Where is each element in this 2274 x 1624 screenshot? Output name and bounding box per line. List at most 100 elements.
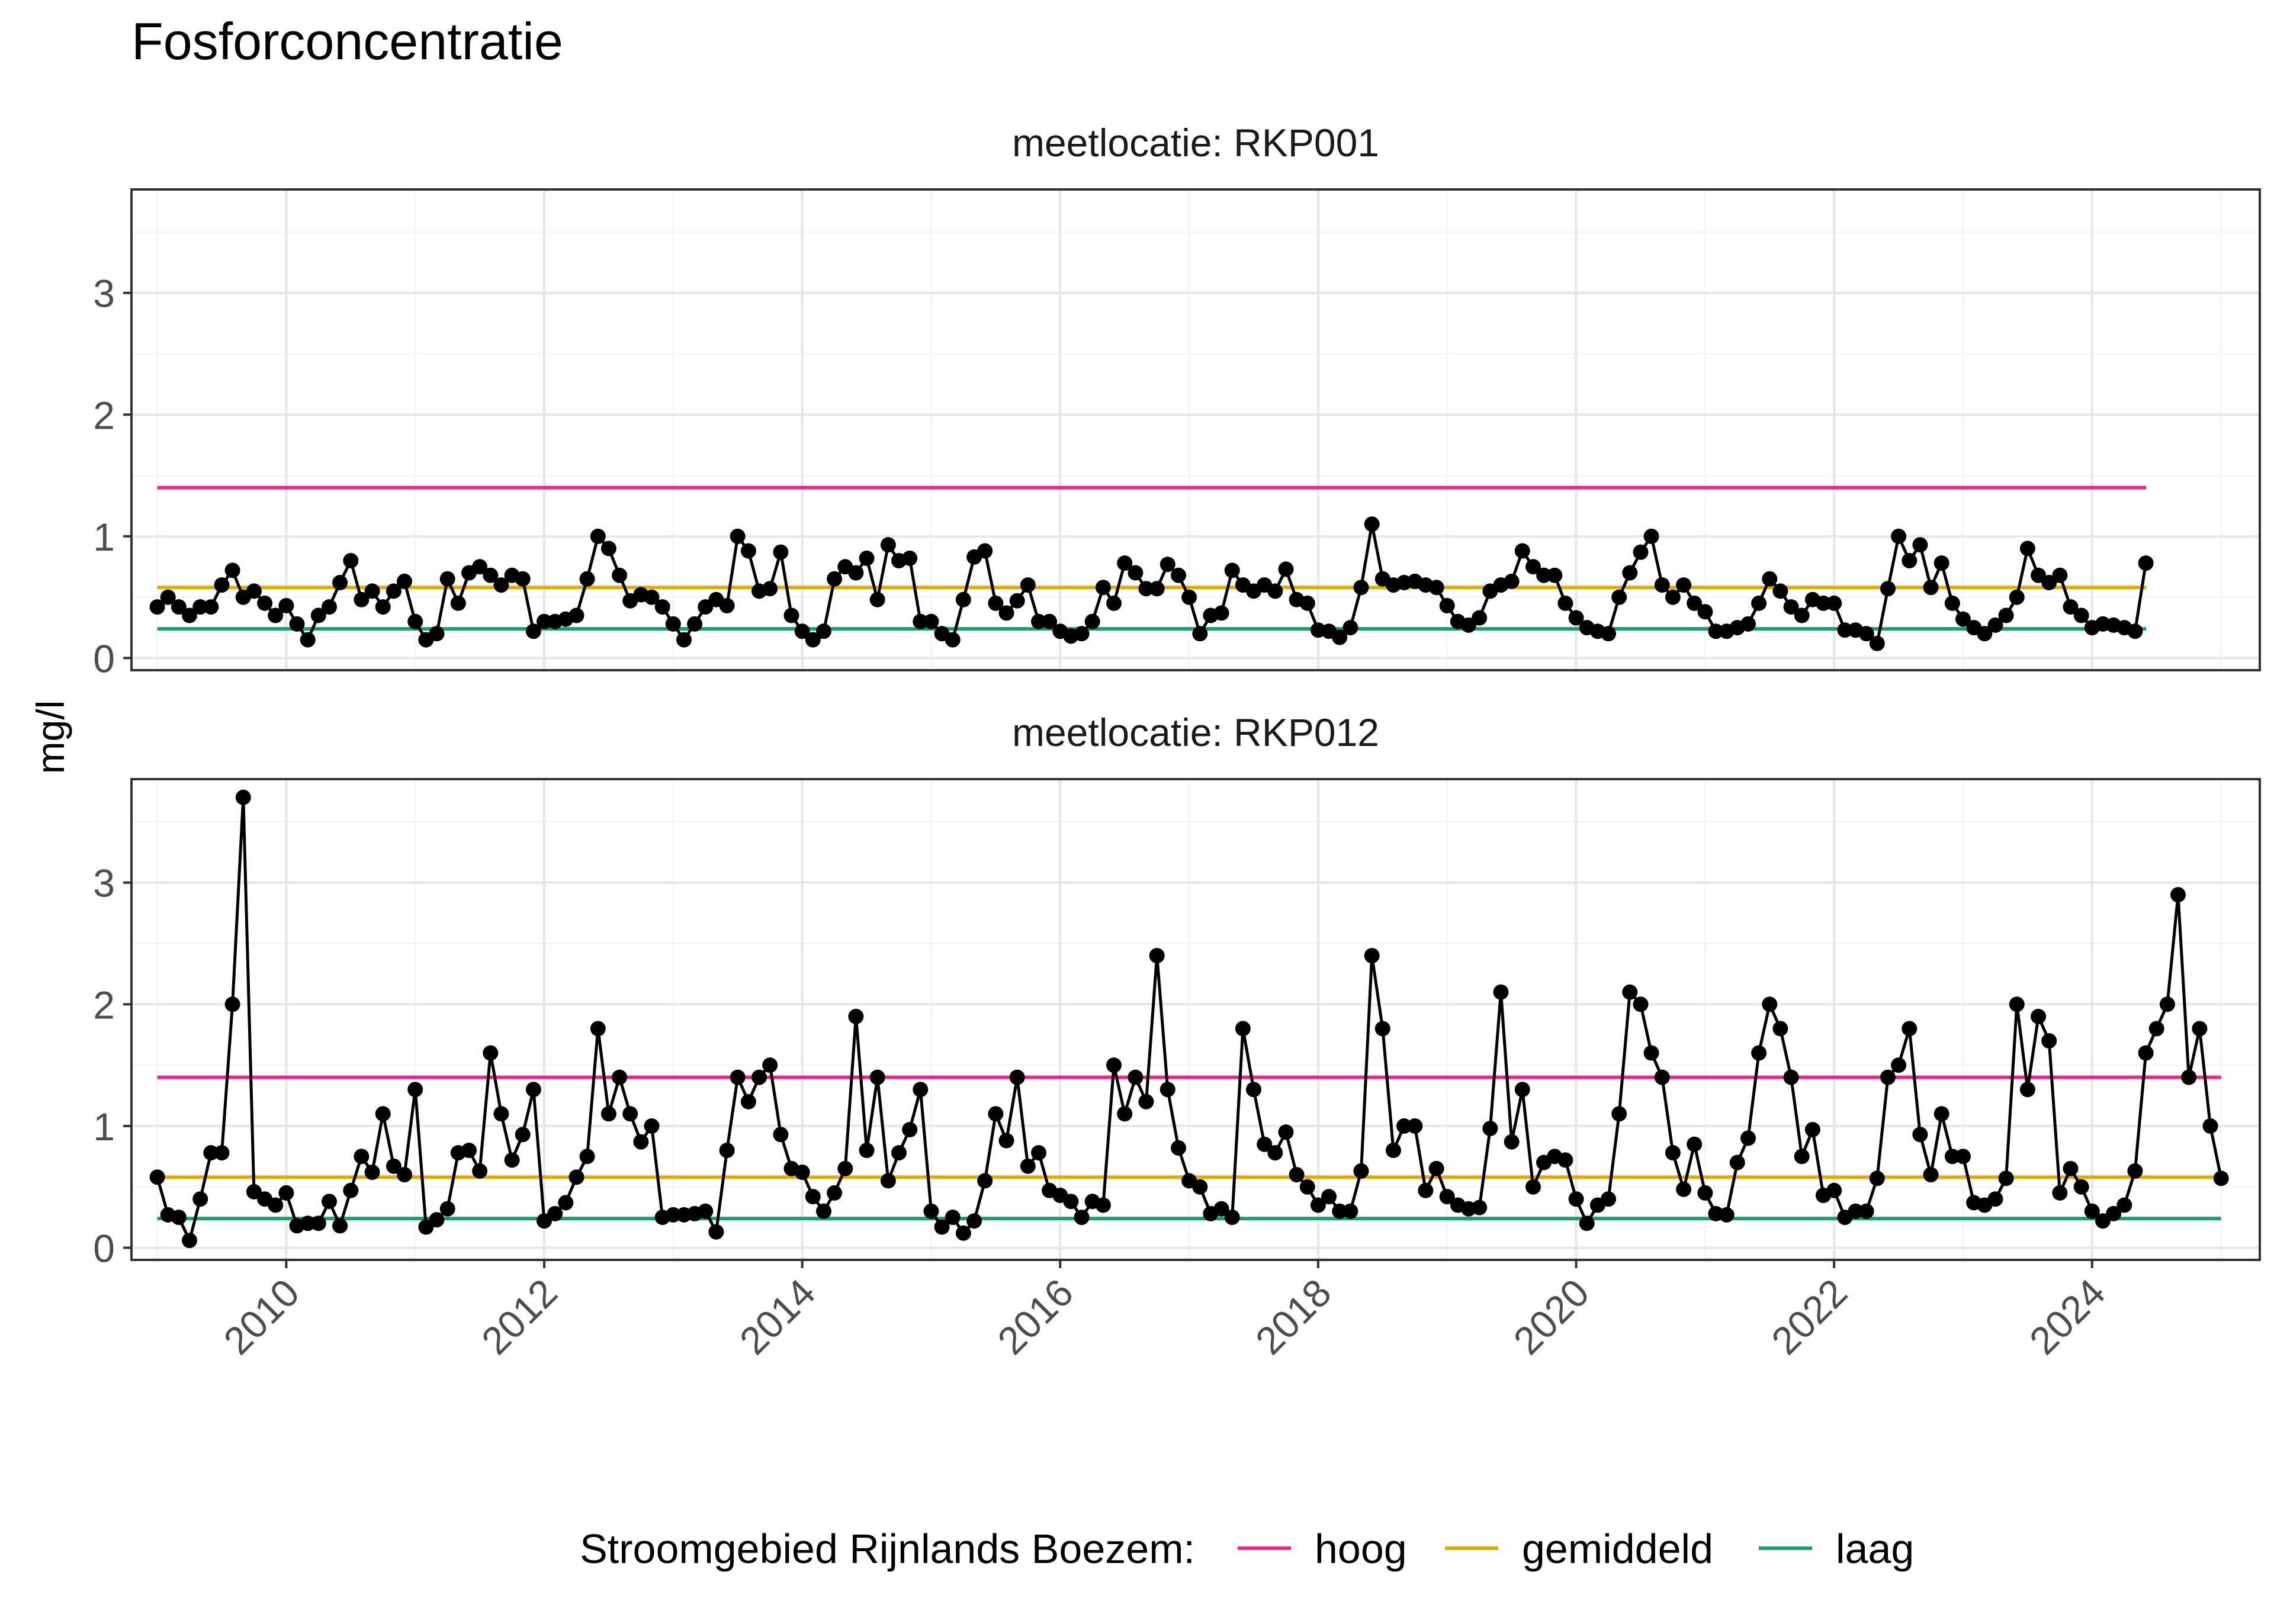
data-point (537, 1213, 552, 1229)
data-point (2159, 996, 2175, 1012)
data-point (1095, 580, 1111, 596)
data-point (429, 1212, 445, 1228)
data-point (1278, 1124, 1294, 1140)
data-point (1299, 1179, 1315, 1195)
data-point (2138, 1045, 2154, 1061)
data-point (1031, 613, 1046, 629)
y-axis-label: mg/l (28, 700, 72, 774)
data-point (740, 543, 756, 559)
data-point (794, 1165, 810, 1180)
strip-label: meetlocatie: RKP001 (1012, 121, 1379, 165)
y-tick-label: 2 (93, 983, 115, 1027)
data-point (2052, 1185, 2068, 1201)
data-point (1977, 626, 1993, 642)
data-point (289, 616, 305, 632)
data-point (1794, 1149, 1810, 1165)
data-point (1149, 581, 1165, 597)
data-point (386, 1158, 402, 1174)
data-point (945, 1210, 961, 1226)
data-point (515, 571, 531, 587)
legend: Stroomgebied Rijnlands Boezem: hoog gemi… (580, 1526, 1914, 1572)
data-point (1557, 1152, 1573, 1168)
data-point (816, 1203, 831, 1219)
data-point (719, 1143, 735, 1158)
data-point (1181, 589, 1197, 605)
data-point (1428, 1160, 1444, 1176)
y-tick-label: 0 (93, 636, 115, 680)
data-point (2127, 623, 2143, 639)
data-point (1912, 1127, 1928, 1143)
data-point (1687, 595, 1703, 611)
data-point (1439, 598, 1455, 613)
data-point (934, 1219, 950, 1235)
data-point (1031, 1145, 1046, 1161)
data-point (1278, 561, 1294, 577)
chart-title: Fosforconcentratie (131, 12, 563, 70)
data-point (1042, 613, 1058, 629)
data-point (590, 528, 606, 544)
data-point (719, 598, 735, 613)
data-point (1687, 1136, 1703, 1152)
data-point (1504, 1134, 1520, 1150)
data-point (902, 1122, 918, 1137)
data-point (1751, 595, 1767, 611)
data-point (730, 1069, 746, 1085)
data-point (1332, 629, 1348, 645)
data-point (1902, 553, 1918, 568)
data-point (1257, 1136, 1273, 1152)
data-point (322, 1194, 337, 1210)
data-point (1364, 516, 1380, 532)
data-point (2170, 887, 2186, 903)
data-point (622, 1106, 638, 1122)
data-point (2019, 541, 2035, 557)
data-point (2106, 1205, 2122, 1221)
data-point (354, 591, 370, 607)
data-point (1912, 537, 1928, 553)
data-point (1514, 1082, 1530, 1098)
data-point (1697, 1185, 1713, 1201)
data-point (2084, 1203, 2100, 1219)
panel-rkp001: meetlocatie: RKP001 0 1 2 3 (93, 121, 2261, 680)
data-point (977, 543, 993, 559)
data-point (504, 1152, 520, 1168)
data-point (375, 599, 391, 615)
data-point (2127, 1163, 2143, 1179)
data-point (1740, 1130, 1756, 1146)
data-point (257, 595, 273, 611)
data-point (171, 1210, 187, 1226)
data-point (1095, 1197, 1111, 1213)
data-point (364, 583, 380, 599)
data-point (1353, 580, 1369, 596)
data-point (1171, 1140, 1186, 1156)
data-point (2009, 589, 2025, 605)
data-point (1557, 595, 1573, 611)
data-point (493, 1106, 509, 1122)
data-point (1955, 611, 1971, 627)
data-point (1386, 1143, 1401, 1158)
data-point (2019, 1082, 2035, 1098)
data-point (1880, 1069, 1896, 1085)
data-point (1783, 1069, 1799, 1085)
data-point (1622, 565, 1638, 581)
y-tick-label: 1 (93, 515, 115, 559)
data-point (1149, 948, 1165, 964)
data-point (708, 1224, 724, 1240)
data-point (600, 1106, 616, 1122)
data-point (203, 1145, 219, 1161)
data-point (1364, 948, 1380, 964)
data-point (1998, 1170, 2014, 1186)
y-tick-label: 3 (93, 861, 115, 905)
data-point (278, 1185, 294, 1201)
data-point (439, 571, 455, 587)
data-point (859, 550, 875, 566)
data-point (773, 544, 789, 560)
data-point (848, 1008, 864, 1024)
data-point (955, 1225, 971, 1241)
data-point (2063, 599, 2079, 615)
data-point (590, 1021, 606, 1037)
data-point (160, 589, 176, 605)
data-point (1633, 996, 1649, 1012)
data-point (1472, 1199, 1488, 1215)
data-point (397, 573, 412, 589)
data-point (224, 562, 240, 578)
